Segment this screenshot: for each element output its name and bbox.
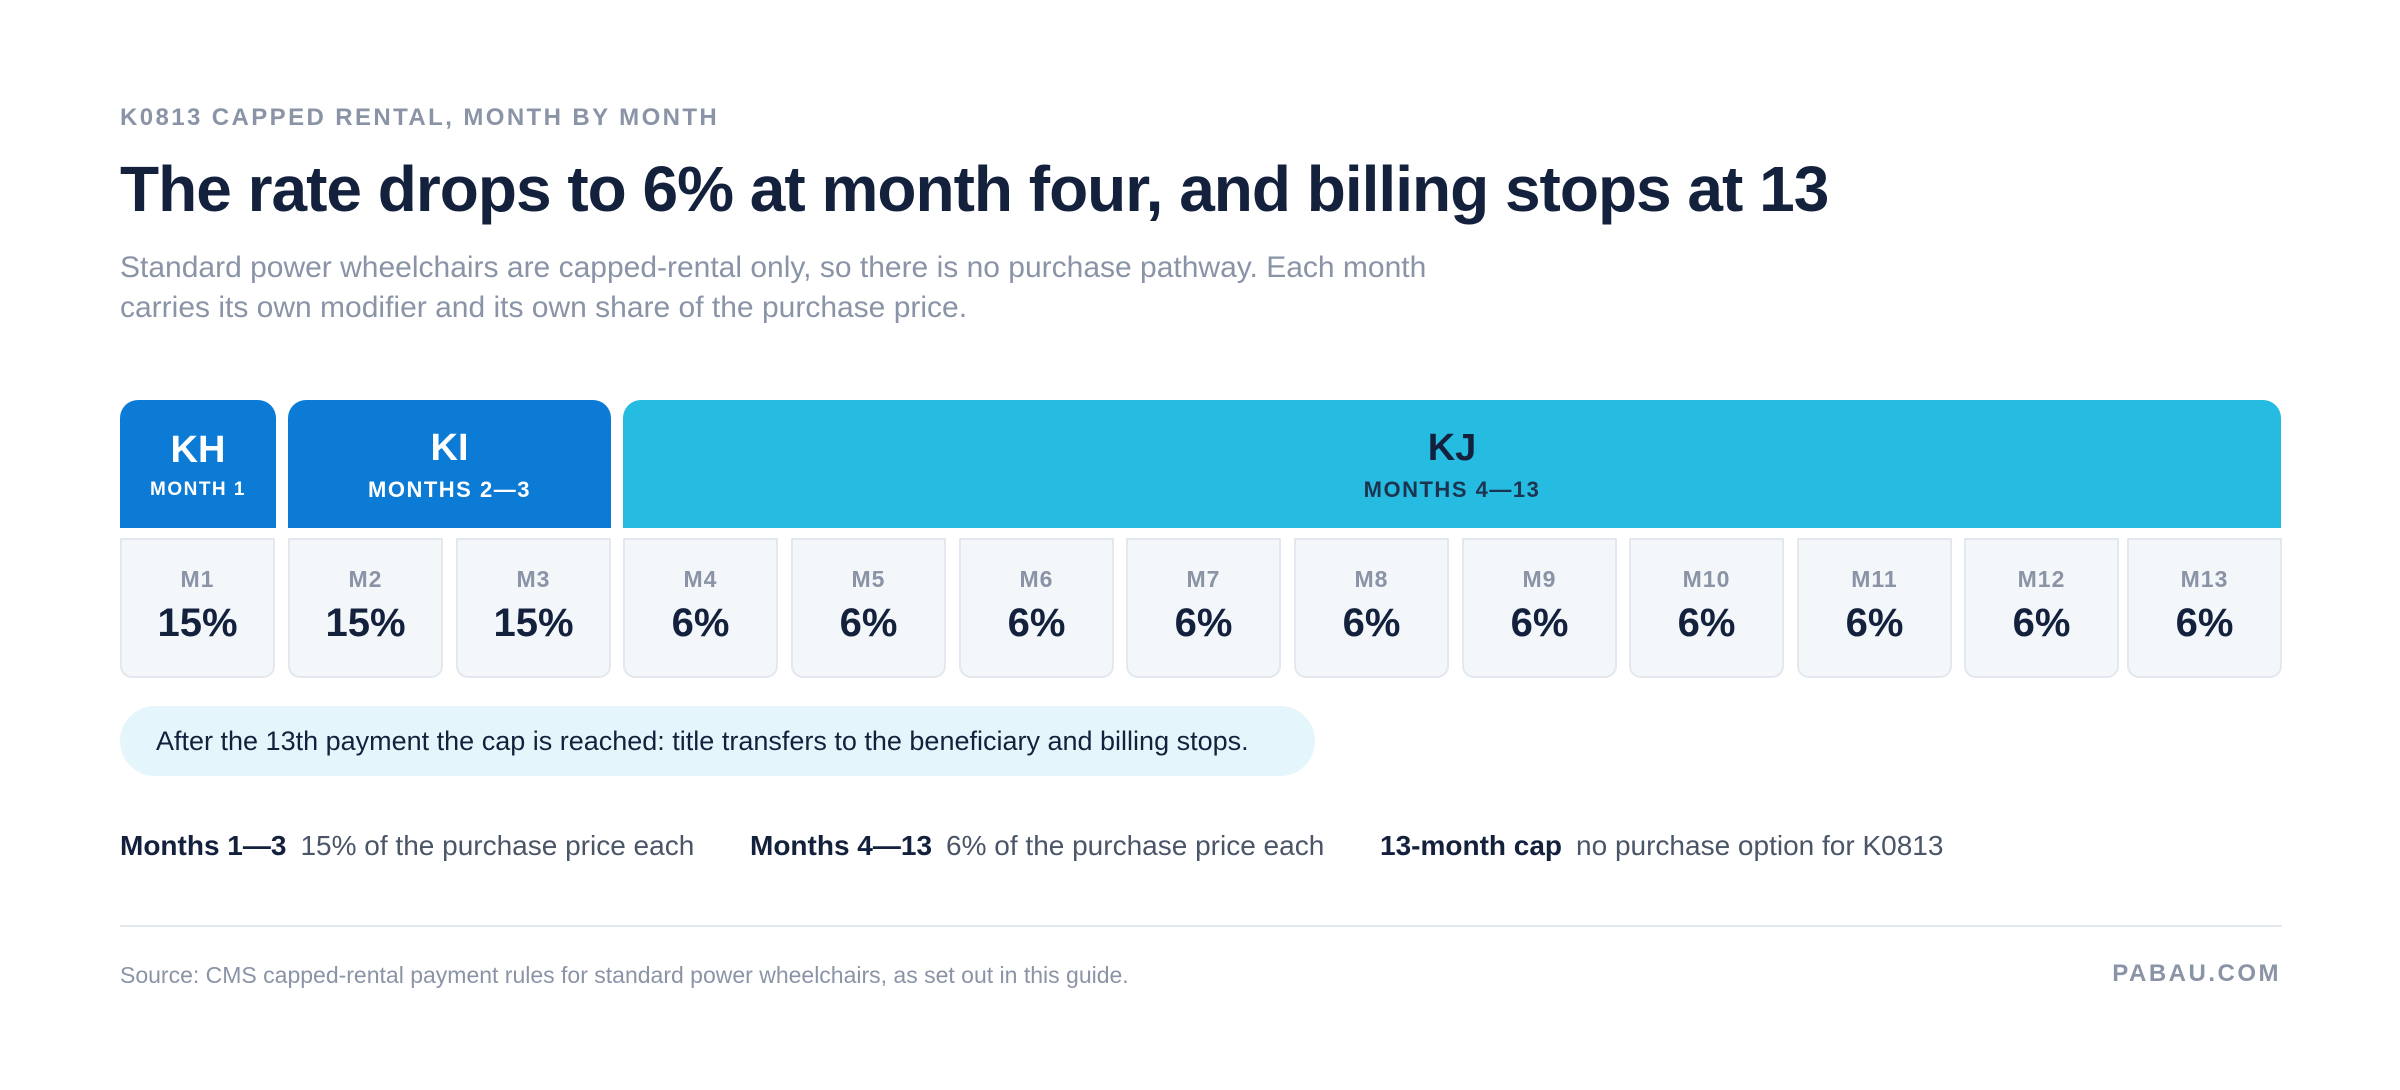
month-cell: M12 6% bbox=[1964, 538, 2119, 678]
month-cell: M5 6% bbox=[791, 538, 946, 678]
month-label: M6 bbox=[1019, 566, 1054, 592]
month-rate: 6% bbox=[671, 601, 730, 645]
month-cell: M4 6% bbox=[623, 538, 778, 678]
month-rate: 6% bbox=[1007, 601, 1066, 645]
modifier-band-kj: KJ MONTHS 4—13 bbox=[623, 400, 2281, 528]
month-cell: M7 6% bbox=[1126, 538, 1281, 678]
month-rate: 6% bbox=[1677, 601, 1736, 645]
month-rate: 15% bbox=[157, 601, 238, 645]
legend-value: 6% of the purchase price each bbox=[946, 830, 1325, 861]
month-label: M1 bbox=[180, 566, 215, 592]
band-code: KJ bbox=[1427, 427, 1477, 469]
month-label: M13 bbox=[2180, 566, 2229, 592]
month-rate: 6% bbox=[2175, 601, 2234, 645]
month-rate: 15% bbox=[325, 601, 406, 645]
page-title: The rate drops to 6% at month four, and … bbox=[120, 153, 1829, 225]
callout-text: After the 13th payment the cap is reache… bbox=[156, 725, 1249, 756]
month-label: M3 bbox=[516, 566, 551, 592]
legend-key: Months 4—13 bbox=[750, 830, 933, 861]
band-code: KH bbox=[170, 429, 226, 471]
band-months: MONTH 1 bbox=[150, 479, 246, 500]
cap-callout: After the 13th payment the cap is reache… bbox=[120, 706, 1315, 776]
legend-item: 13-month cap no purchase option for K0813 bbox=[1380, 830, 1943, 862]
band-code: KI bbox=[430, 427, 469, 469]
month-rate: 6% bbox=[839, 601, 898, 645]
month-rate: 6% bbox=[1342, 601, 1401, 645]
month-label: M2 bbox=[348, 566, 383, 592]
legend-value: 15% of the purchase price each bbox=[300, 830, 695, 861]
month-rate: 6% bbox=[1174, 601, 1233, 645]
month-cell: M1 15% bbox=[120, 538, 275, 678]
month-cell: M10 6% bbox=[1629, 538, 1784, 678]
modifier-band-ki: KI MONTHS 2—3 bbox=[288, 400, 611, 528]
month-cell: M3 15% bbox=[456, 538, 611, 678]
modifier-band-kh: KH MONTH 1 bbox=[120, 400, 276, 528]
month-cell: M6 6% bbox=[959, 538, 1114, 678]
legend-item: Months 4—13 6% of the purchase price each bbox=[750, 830, 1324, 862]
month-cell: M8 6% bbox=[1294, 538, 1449, 678]
month-rate: 15% bbox=[493, 601, 574, 645]
month-label: M10 bbox=[1682, 566, 1731, 592]
legend-key: 13-month cap bbox=[1380, 830, 1563, 861]
month-rate: 6% bbox=[2012, 601, 2071, 645]
band-months: MONTHS 2—3 bbox=[368, 477, 531, 502]
divider bbox=[120, 925, 2282, 927]
legend-item: Months 1—3 15% of the purchase price each bbox=[120, 830, 694, 862]
month-cell: M9 6% bbox=[1462, 538, 1617, 678]
month-label: M7 bbox=[1186, 566, 1221, 592]
month-label: M5 bbox=[851, 566, 886, 592]
month-label: M9 bbox=[1522, 566, 1557, 592]
month-label: M8 bbox=[1354, 566, 1389, 592]
month-cell: M13 6% bbox=[2127, 538, 2282, 678]
brand-mark: PABAU.COM bbox=[2112, 960, 2281, 987]
month-label: M11 bbox=[1851, 566, 1898, 592]
month-rate: 6% bbox=[1510, 601, 1569, 645]
subtitle: Standard power wheelchairs are capped-re… bbox=[120, 251, 1427, 324]
month-cell: M11 6% bbox=[1797, 538, 1952, 678]
eyebrow: K0813 CAPPED RENTAL, MONTH BY MONTH bbox=[120, 104, 720, 131]
legend-value: no purchase option for K0813 bbox=[1576, 830, 1944, 861]
month-rate: 6% bbox=[1845, 601, 1904, 645]
month-label: M12 bbox=[2017, 566, 2066, 592]
band-months: MONTHS 4—13 bbox=[1363, 477, 1541, 502]
legend-key: Months 1—3 bbox=[120, 830, 287, 861]
month-label: M4 bbox=[683, 566, 718, 592]
month-cell: M2 15% bbox=[288, 538, 443, 678]
source-note: Source: CMS capped-rental payment rules … bbox=[120, 962, 1129, 988]
